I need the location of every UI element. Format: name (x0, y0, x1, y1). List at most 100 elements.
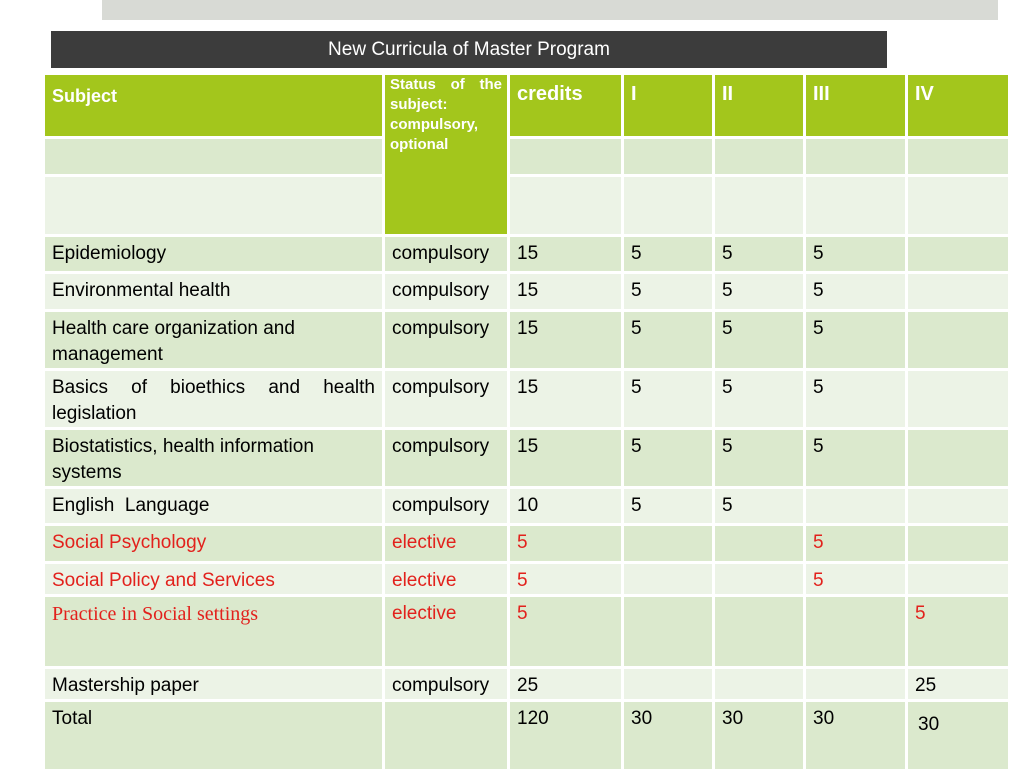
slide-title: New Curricula of Master Program (51, 31, 887, 68)
total-row: Total 120 30 30 30 30 (42, 699, 1011, 772)
subject-cell: English Language (42, 486, 385, 526)
subject-cell: Epidemiology (42, 234, 385, 274)
curricula-table: Subject Status of the subject: compulsor… (42, 72, 1011, 772)
blank-row (42, 174, 1011, 237)
semester-4-cell: 25 (905, 666, 1011, 702)
table-row: Social Policy and Services elective 5 5 (42, 561, 1011, 597)
top-decor-strip (102, 0, 998, 20)
semester-4-cell: 30 (905, 699, 1011, 772)
status-cell: compulsory (382, 271, 510, 312)
subject-cell: Basics of bioethics and health legislati… (42, 368, 385, 430)
blank-cell (712, 136, 806, 177)
status-cell: compulsory (382, 666, 510, 702)
table-row: Health care organization and management … (42, 309, 1011, 371)
table-row: Practice in Social settings elective 5 5 (42, 594, 1011, 669)
status-cell: elective (382, 523, 510, 564)
semester-3-cell (803, 486, 908, 526)
table-row: Epidemiology compulsory 15 5 5 5 (42, 234, 1011, 274)
subject-cell: Social Policy and Services (42, 561, 385, 597)
subject-cell: Health care organization and management (42, 309, 385, 371)
header-subject: Subject (42, 72, 385, 139)
header-credits: credits (507, 72, 624, 139)
semester-1-cell: 30 (621, 699, 715, 772)
blank-cell (712, 174, 806, 237)
semester-3-cell: 5 (803, 523, 908, 564)
semester-4-cell (905, 427, 1011, 489)
semester-2-cell: 5 (712, 234, 806, 274)
credits-cell: 5 (507, 523, 624, 564)
header-semester-4: IV (905, 72, 1011, 139)
semester-3-cell: 5 (803, 309, 908, 371)
semester-4-cell (905, 309, 1011, 371)
semester-4-cell (905, 368, 1011, 430)
semester-1-cell (621, 666, 715, 702)
semester-2-cell: 30 (712, 699, 806, 772)
status-cell: compulsory (382, 368, 510, 430)
header-semester-3: III (803, 72, 908, 139)
blank-cell (803, 136, 908, 177)
blank-cell (905, 136, 1011, 177)
semester-1-cell: 5 (621, 427, 715, 489)
semester-4-cell (905, 486, 1011, 526)
semester-3-cell (803, 594, 908, 669)
table-row: Environmental health compulsory 15 5 5 5 (42, 271, 1011, 312)
semester-2-cell: 5 (712, 368, 806, 430)
semester-4-cell (905, 523, 1011, 564)
semester-1-cell (621, 523, 715, 564)
table-row: Mastership paper compulsory 25 25 (42, 666, 1011, 702)
status-cell: elective (382, 561, 510, 597)
semester-2-cell (712, 561, 806, 597)
subject-cell: Practice in Social settings (42, 594, 385, 669)
table-row: Basics of bioethics and health legislati… (42, 368, 1011, 430)
table-row: English Language compulsory 10 5 5 (42, 486, 1011, 526)
credits-cell: 15 (507, 309, 624, 371)
credits-cell: 25 (507, 666, 624, 702)
subject-cell: Biostatistics, health information system… (42, 427, 385, 489)
semester-3-cell: 5 (803, 368, 908, 430)
semester-3-cell (803, 666, 908, 702)
blank-cell (803, 174, 908, 237)
semester-3-cell: 5 (803, 271, 908, 312)
header-semester-1: I (621, 72, 715, 139)
blank-cell (507, 174, 624, 237)
semester-3-cell: 5 (803, 561, 908, 597)
blank-cell (905, 174, 1011, 237)
credits-cell: 5 (507, 594, 624, 669)
status-cell: compulsory (382, 427, 510, 489)
semester-1-cell: 5 (621, 234, 715, 274)
semester-3-cell: 5 (803, 234, 908, 274)
credits-cell: 15 (507, 368, 624, 430)
table-row: Social Psychology elective 5 5 (42, 523, 1011, 564)
semester-2-cell: 5 (712, 309, 806, 371)
semester-4-cell (905, 271, 1011, 312)
semester-1-cell: 5 (621, 309, 715, 371)
blank-cell (621, 136, 715, 177)
semester-4-cell: 5 (905, 594, 1011, 669)
subject-cell: Environmental health (42, 271, 385, 312)
status-cell: compulsory (382, 309, 510, 371)
table-header-row: Subject Status of the subject: compulsor… (42, 72, 1011, 237)
credits-cell: 5 (507, 561, 624, 597)
semester-1-cell: 5 (621, 368, 715, 430)
status-cell: compulsory (382, 234, 510, 274)
semester-3-cell: 5 (803, 427, 908, 489)
semester-4-cell (905, 234, 1011, 274)
blank-row (42, 136, 1011, 177)
table-row: Biostatistics, health information system… (42, 427, 1011, 489)
semester-1-cell (621, 594, 715, 669)
header-status: Status of the subject: compulsory, optio… (382, 72, 510, 237)
blank-cell (42, 174, 385, 237)
credits-cell: 15 (507, 427, 624, 489)
semester-2-cell: 5 (712, 427, 806, 489)
status-cell: elective (382, 594, 510, 669)
header-semester-2: II (712, 72, 806, 139)
blank-cell (42, 136, 385, 177)
blank-cell (507, 136, 624, 177)
credits-cell: 120 (507, 699, 624, 772)
semester-2-cell (712, 594, 806, 669)
status-cell: compulsory (382, 486, 510, 526)
blank-cell (621, 174, 715, 237)
subject-cell: Social Psychology (42, 523, 385, 564)
semester-1-cell: 5 (621, 486, 715, 526)
credits-cell: 15 (507, 271, 624, 312)
